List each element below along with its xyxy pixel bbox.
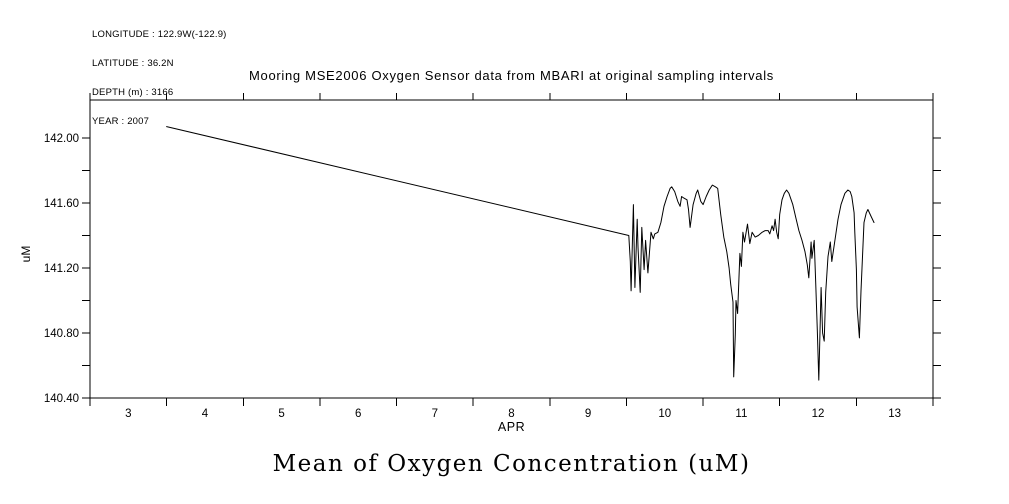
y-axis-title: uM (19, 245, 33, 263)
station-info: LONGITUDE : 122.9W(-122.9) LATITUDE : 36… (92, 11, 227, 145)
y-tick-label: 140.40 (44, 393, 79, 405)
x-tick-label: 8 (508, 408, 514, 420)
x-tick-label: 9 (585, 408, 591, 420)
y-tick-label: 140.80 (44, 328, 79, 340)
latitude-label: LATITUDE : 36.2N (92, 57, 174, 69)
oxygen-data-line (166, 126, 875, 381)
x-tick-label: 3 (125, 408, 131, 420)
x-tick-label: 12 (812, 408, 825, 420)
y-tick-label: 141.60 (44, 198, 79, 210)
x-tick-label: 13 (888, 408, 901, 420)
figure-caption: Mean of Oxygen Concentration (uM) (272, 451, 751, 477)
chart-title: Mooring MSE2006 Oxygen Sensor data from … (248, 68, 775, 83)
x-tick-label: 7 (432, 408, 438, 420)
longitude-label: LONGITUDE : 122.9W(-122.9) (92, 29, 227, 41)
y-tick-label: 141.20 (44, 263, 79, 275)
x-tick-label: 5 (278, 408, 284, 420)
depth-label: DEPTH (m) : 3166 (92, 86, 174, 98)
year-label: YEAR : 2007 (92, 115, 150, 127)
x-axis-title: APR (497, 420, 526, 434)
x-tick-label: 4 (202, 408, 209, 420)
x-tick-label: 10 (658, 408, 671, 420)
x-tick-label: 11 (735, 408, 747, 420)
x-tick-label: 6 (355, 408, 361, 420)
y-tick-label: 142.00 (44, 133, 79, 145)
plot-frame (89, 99, 934, 399)
